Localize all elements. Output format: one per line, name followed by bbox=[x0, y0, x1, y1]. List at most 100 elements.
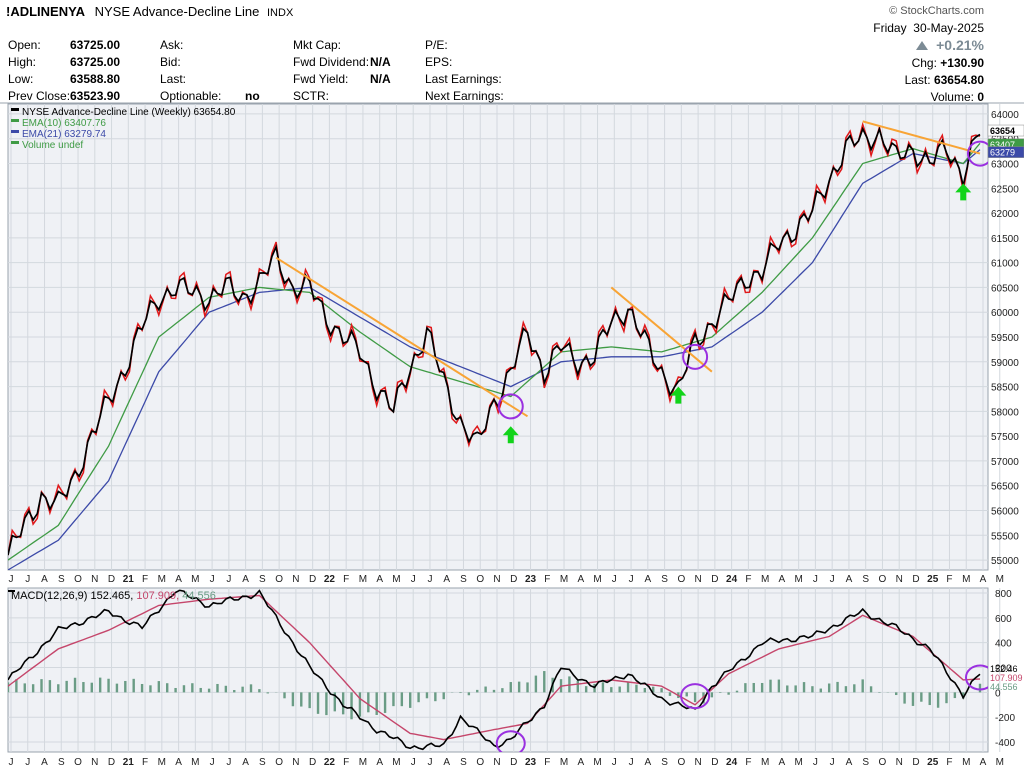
volume-value: 0 bbox=[977, 90, 984, 104]
x-tick-label: M bbox=[560, 574, 568, 585]
x-tick-label: 22 bbox=[324, 574, 336, 585]
histogram-bar bbox=[442, 692, 445, 700]
x-tick-label: M bbox=[191, 757, 199, 768]
ema10-line bbox=[8, 142, 981, 561]
highlight-circle bbox=[682, 343, 709, 370]
highlight-circle bbox=[495, 730, 526, 752]
highlight-circle bbox=[497, 393, 524, 420]
histogram-bar bbox=[157, 681, 161, 693]
x-tick-label: M bbox=[392, 574, 400, 585]
histogram-bar bbox=[844, 686, 848, 693]
x-tick-label: S bbox=[862, 574, 869, 585]
histogram-bar bbox=[878, 692, 881, 693]
y-tick-label: 62500 bbox=[991, 184, 1019, 195]
histogram-bar bbox=[367, 692, 370, 713]
x-tick-label: M bbox=[359, 757, 367, 768]
quote-value: 63588.80 bbox=[70, 72, 121, 86]
quote-label: EPS: bbox=[425, 55, 453, 69]
x-tick-label: J bbox=[612, 574, 617, 585]
histogram-bar bbox=[819, 688, 822, 693]
legend-swatch bbox=[11, 130, 19, 133]
x-tick-label: N bbox=[91, 574, 98, 585]
brand-logo[interactable]: © StockCharts.com bbox=[889, 5, 984, 17]
x-tick-label: J bbox=[210, 757, 215, 768]
quote-label: Optionable: bbox=[160, 89, 222, 103]
last-label: Last: bbox=[904, 73, 931, 87]
x-tick-label: M bbox=[794, 574, 802, 585]
last-value-label: 63279 bbox=[990, 148, 1015, 158]
x-tick-label: D bbox=[711, 574, 718, 585]
histogram-bar bbox=[903, 692, 906, 704]
y-tick-label: 58500 bbox=[991, 383, 1019, 394]
highlight-circle bbox=[965, 664, 988, 691]
quote-label: P/E: bbox=[425, 38, 448, 52]
histogram-bar bbox=[517, 681, 521, 693]
histogram-bar bbox=[90, 682, 93, 693]
last-value-tag bbox=[987, 146, 1024, 158]
x-tick-label: M bbox=[962, 757, 970, 768]
histogram-bar bbox=[459, 692, 462, 694]
x-tick-label: A bbox=[779, 574, 786, 585]
legend-entry: Volume undef bbox=[22, 140, 83, 151]
macd-legend: MACD(12,26,9) 152.465, 107.909, 44.556 bbox=[11, 590, 216, 602]
last-value-label: 63407 bbox=[990, 140, 1015, 150]
x-tick-label: A bbox=[846, 574, 853, 585]
x-tick-label: M bbox=[996, 757, 1004, 768]
x-tick-label: O bbox=[74, 757, 82, 768]
histogram-bar bbox=[802, 682, 806, 693]
quote-label: Fwd Dividend: bbox=[293, 55, 370, 69]
x-tick-label: 24 bbox=[726, 574, 738, 585]
histogram-bar bbox=[945, 692, 948, 704]
x-tick-label: O bbox=[879, 757, 887, 768]
histogram-bar bbox=[777, 679, 781, 693]
x-tick-label: F bbox=[544, 574, 550, 585]
x-tick-label: S bbox=[460, 757, 467, 768]
x-tick-label: A bbox=[779, 757, 786, 768]
x-tick-label: A bbox=[175, 757, 182, 768]
histogram-bar bbox=[769, 679, 772, 693]
histogram-bar bbox=[434, 692, 437, 702]
x-tick-label: M bbox=[593, 757, 601, 768]
x-tick-label: J bbox=[411, 574, 416, 585]
x-tick-label: F bbox=[142, 574, 148, 585]
trendline bbox=[275, 256, 529, 418]
x-tick-label: F bbox=[946, 574, 952, 585]
date-value: 30-May-2025 bbox=[913, 21, 984, 35]
x-tick-label: J bbox=[612, 757, 617, 768]
quote-value: 63725.00 bbox=[70, 38, 121, 52]
price-line bbox=[8, 126, 981, 556]
x-tick-label: O bbox=[677, 757, 685, 768]
histogram-bar bbox=[107, 678, 110, 693]
histogram-bar bbox=[827, 683, 831, 693]
x-tick-label: M bbox=[359, 574, 367, 585]
x-tick-label: A bbox=[644, 757, 651, 768]
histogram-bar bbox=[15, 679, 18, 693]
histogram-bar bbox=[392, 692, 395, 707]
x-tick-label: M bbox=[996, 574, 1004, 585]
histogram-bar bbox=[233, 690, 236, 693]
histogram-bar bbox=[191, 683, 194, 693]
histogram-bar bbox=[207, 688, 211, 693]
histogram-bar bbox=[928, 692, 931, 706]
x-tick-label: D bbox=[510, 757, 517, 768]
histogram-bar bbox=[584, 686, 588, 693]
quote-label: High: bbox=[8, 55, 37, 69]
quote-label: Prev Close: bbox=[8, 89, 71, 103]
histogram-bar bbox=[417, 692, 420, 703]
y-tick-label: -400 bbox=[995, 738, 1015, 749]
volume-line: Volume: 0 bbox=[873, 89, 984, 106]
x-tick-label: S bbox=[259, 757, 266, 768]
x-tick-label: J bbox=[411, 757, 416, 768]
symbol[interactable]: !ADLINENYA bbox=[6, 4, 85, 19]
last-value-label: 63654 bbox=[990, 126, 1015, 136]
macd-panel bbox=[7, 587, 989, 753]
histogram-bar bbox=[693, 692, 697, 703]
x-tick-label: J bbox=[25, 574, 30, 585]
x-tick-label: O bbox=[74, 574, 82, 585]
y-tick-label: 200 bbox=[995, 664, 1012, 675]
macd-last-label: 152.46 bbox=[990, 664, 1018, 674]
y-tick-label: 61000 bbox=[991, 259, 1019, 270]
histogram-bar bbox=[760, 682, 764, 693]
x-tick-label: J bbox=[427, 574, 432, 585]
